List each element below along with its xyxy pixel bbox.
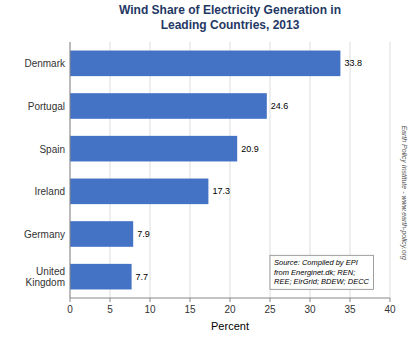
data-label: 33.8 bbox=[344, 58, 362, 68]
x-tick-label: 35 bbox=[344, 304, 356, 315]
y-tick-label: Denmark bbox=[24, 58, 66, 69]
x-ticks: 0 5 10 15 20 25 30 35 40 bbox=[67, 298, 396, 315]
x-tick bbox=[270, 298, 271, 302]
grid-line bbox=[190, 42, 191, 298]
data-label: 17.3 bbox=[212, 186, 230, 196]
chart: 33.8 24.6 20.9 17.3 7.9 7.7 0 5 10 15 20 25 30 35 40 De… bbox=[0, 0, 412, 344]
x-tick-label: 5 bbox=[107, 304, 113, 315]
y-tick-label-line: Denmark bbox=[24, 58, 66, 69]
data-label: 7.9 bbox=[137, 229, 150, 239]
x-tick bbox=[230, 298, 231, 302]
data-label: 7.7 bbox=[136, 272, 149, 282]
y-tick-label-line: Kingdom bbox=[26, 277, 65, 288]
x-tick-label: 10 bbox=[144, 304, 156, 315]
x-tick-label: 0 bbox=[67, 304, 73, 315]
y-ticks: Denmark Portugal Spain Ireland Germany United… bbox=[24, 58, 66, 288]
x-tick-label: 20 bbox=[224, 304, 236, 315]
watermark: Earth Policy Institute - www.earth-polic… bbox=[400, 125, 408, 260]
bar bbox=[70, 264, 132, 290]
y-tick-label-line: United bbox=[36, 266, 65, 277]
bar bbox=[70, 136, 237, 162]
x-tick bbox=[150, 298, 151, 302]
data-label: 24.6 bbox=[271, 101, 289, 111]
y-tick-label: Germany bbox=[24, 229, 65, 240]
x-tick bbox=[350, 298, 351, 302]
bars bbox=[70, 51, 340, 290]
grid bbox=[70, 42, 390, 298]
data-labels: 33.8 24.6 20.9 17.3 7.9 7.7 bbox=[136, 58, 362, 281]
y-tick-label: UnitedKingdom bbox=[26, 266, 65, 288]
title: Wind Share of Electricity Generation inL… bbox=[119, 3, 341, 32]
grid-line bbox=[230, 42, 231, 298]
x-tick bbox=[390, 298, 391, 302]
title-line: Wind Share of Electricity Generation in bbox=[119, 3, 341, 17]
x-tick-label: 15 bbox=[184, 304, 196, 315]
source-box-frame bbox=[270, 255, 374, 289]
x-tick bbox=[110, 298, 111, 302]
y-tick-label: Portugal bbox=[28, 101, 65, 112]
y-tick-label-line: Germany bbox=[24, 229, 65, 240]
title-line: Leading Countries, 2013 bbox=[161, 18, 300, 32]
source-text: Source: Compiled by EPIfrom Energinet.dk… bbox=[274, 258, 370, 286]
bar bbox=[70, 179, 208, 205]
x-tick bbox=[310, 298, 311, 302]
x-tick bbox=[190, 298, 191, 302]
x-tick-label: 40 bbox=[384, 304, 396, 315]
bar bbox=[70, 93, 267, 119]
x-axis-label: Percent bbox=[211, 320, 249, 332]
y-tick-label: Ireland bbox=[34, 186, 65, 197]
source-box: Source: Compiled by EPIfrom Energinet.dk… bbox=[270, 255, 374, 289]
data-label: 20.9 bbox=[241, 144, 259, 154]
source-text-line: from Energinet.dk; REN; bbox=[274, 268, 355, 277]
y-axis-line bbox=[70, 42, 71, 298]
bar bbox=[70, 51, 340, 77]
y-tick-label: Spain bbox=[39, 143, 65, 154]
y-tick-label-line: Ireland bbox=[34, 186, 65, 197]
grid-line bbox=[390, 42, 391, 298]
x-tick-label: 25 bbox=[264, 304, 276, 315]
y-tick-label-line: Spain bbox=[39, 143, 65, 154]
y-tick-label-line: Portugal bbox=[28, 101, 65, 112]
grid-line bbox=[150, 42, 151, 298]
grid-line bbox=[110, 42, 111, 298]
bar bbox=[70, 221, 133, 247]
x-tick-label: 30 bbox=[304, 304, 316, 315]
source-text-line: Source: Compiled by EPI bbox=[274, 258, 358, 267]
source-text-line: REE; EirGrid; BDEW; DECC bbox=[274, 277, 370, 286]
grid-line bbox=[70, 42, 71, 298]
x-tick bbox=[70, 298, 71, 302]
